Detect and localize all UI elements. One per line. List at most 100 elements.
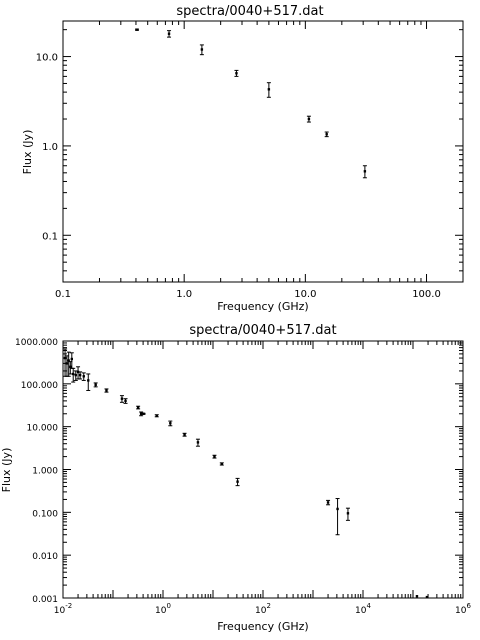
data-point <box>76 366 81 380</box>
point-marker <box>167 32 171 35</box>
data-point <box>425 595 429 599</box>
point-marker <box>82 375 85 378</box>
x-tick-label: 0.1 <box>55 289 71 300</box>
y-tick-label: 10.0 <box>36 53 58 64</box>
data-point <box>182 432 187 437</box>
point-marker <box>326 501 330 504</box>
data-point <box>93 382 98 388</box>
point-marker <box>236 480 239 483</box>
point-marker <box>87 379 90 382</box>
point-marker <box>235 72 238 75</box>
data-point <box>86 373 91 391</box>
data-point <box>123 398 128 404</box>
y-tick-label: 0.1 <box>42 231 58 242</box>
point-marker <box>415 595 419 598</box>
data-point <box>134 28 139 31</box>
data-point <box>66 351 71 377</box>
data-point <box>104 388 109 393</box>
bottom-y-axis-label: Flux (Jy) <box>0 448 13 493</box>
data-point <box>219 462 224 466</box>
point-marker <box>200 48 204 51</box>
data-point <box>212 454 217 459</box>
top-data-points <box>134 28 367 179</box>
data-point <box>154 414 159 418</box>
point-marker <box>183 433 186 436</box>
data-point <box>119 395 124 403</box>
x-tick-label: 104 <box>355 602 371 616</box>
point-marker <box>136 406 140 409</box>
data-point <box>326 499 331 506</box>
y-tick-label: 0.100 <box>32 509 58 519</box>
x-tick-label: 1.0 <box>176 289 192 300</box>
data-point <box>199 44 204 56</box>
top-x-axis-ticks: 0.1 1.0 10.0 100.0 <box>55 21 464 300</box>
y-tick-label: 1.000 <box>32 467 58 477</box>
data-point <box>195 438 200 447</box>
top-plot-frame <box>62 20 464 283</box>
point-marker <box>67 359 70 362</box>
data-point <box>335 498 340 536</box>
data-point <box>78 371 83 380</box>
data-point <box>324 131 329 138</box>
data-point <box>362 165 367 179</box>
point-marker <box>124 399 127 403</box>
point-marker <box>78 373 82 377</box>
top-plot-title: spectra/0040+517.dat <box>176 4 323 19</box>
y-tick-label: 10.000 <box>27 424 59 434</box>
data-point <box>234 69 239 77</box>
point-marker <box>425 595 429 599</box>
data-point <box>235 477 240 487</box>
top-x-axis-label: Frequency (GHz) <box>217 300 308 313</box>
bottom-x-axis-label: Frequency (GHz) <box>217 620 308 633</box>
x-tick-label: 100.0 <box>412 289 441 300</box>
point-marker <box>70 357 74 361</box>
data-point <box>81 372 86 381</box>
data-point <box>139 411 144 417</box>
point-marker <box>267 88 271 91</box>
bottom-plot-frame <box>62 340 464 599</box>
point-marker <box>220 462 224 466</box>
x-tick-label: 100 <box>155 602 171 616</box>
point-marker <box>307 117 311 121</box>
data-point <box>168 420 173 427</box>
data-point <box>141 412 146 415</box>
point-marker <box>94 383 97 386</box>
point-marker <box>74 373 77 377</box>
point-marker <box>65 362 69 365</box>
data-point <box>136 405 141 410</box>
point-marker <box>63 356 67 360</box>
point-marker <box>196 441 200 444</box>
x-tick-label: 106 <box>455 602 471 616</box>
top-y-axis-label: Flux (Jy) <box>21 130 34 175</box>
point-marker <box>139 412 143 415</box>
point-marker <box>155 414 158 417</box>
point-marker <box>69 365 72 368</box>
data-point <box>266 82 271 98</box>
top-y-axis-ticks: 0.1 1.0 10.0 <box>36 29 463 283</box>
data-point <box>167 30 172 38</box>
y-tick-label: 1000.000 <box>15 338 58 348</box>
y-tick-label: 100.000 <box>21 381 58 391</box>
data-point <box>306 115 311 123</box>
bottom-spectrum-plot: spectra/0040+517.dat 10-2 100 102 104 106 0.… <box>0 323 471 633</box>
y-tick-label: 0.010 <box>32 552 58 562</box>
point-marker <box>76 370 80 374</box>
point-marker <box>169 422 172 425</box>
point-marker <box>336 507 339 511</box>
bottom-y-axis-ticks: 0.001 0.010 0.100 1.000 10.000 100.000 1000.00… <box>15 338 463 605</box>
x-tick-label: 10-2 <box>54 602 72 616</box>
point-marker <box>72 372 75 376</box>
data-point <box>345 507 350 521</box>
bottom-data-points <box>63 348 429 599</box>
top-spectrum-plot: spectra/0040+517.dat 0.1 1.0 10.0 100.0 0.1… <box>21 4 464 313</box>
data-point <box>71 367 76 383</box>
point-marker <box>105 389 108 392</box>
data-point <box>415 595 419 598</box>
x-tick-label: 102 <box>255 602 271 616</box>
point-marker <box>120 397 124 400</box>
point-marker <box>363 170 367 173</box>
y-tick-label: 0.001 <box>32 595 58 605</box>
x-tick-label: 10.0 <box>294 289 316 300</box>
point-marker <box>135 28 139 31</box>
